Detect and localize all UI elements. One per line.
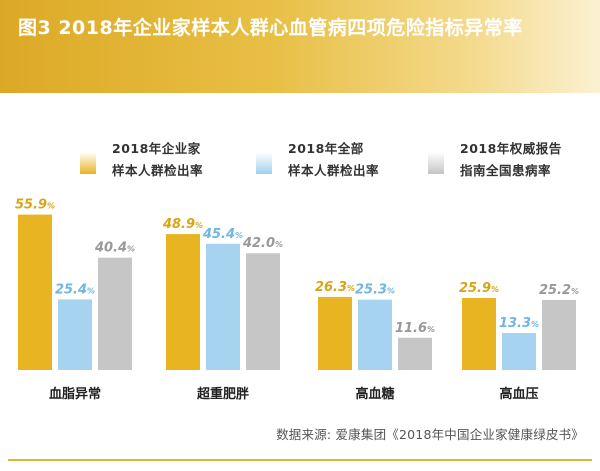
bar-entrepreneur-3 (318, 296, 352, 370)
data-label-national-3: 11.6% (395, 321, 435, 336)
category-label-3: 高血糖 (355, 386, 394, 402)
bottom-divider (8, 459, 592, 461)
category-label-4: 高血压 (499, 386, 538, 402)
legend-label-line2: 指南全国患病率 (460, 163, 552, 178)
bar-entrepreneur-2 (166, 234, 200, 370)
data-label-entrepreneur-2: 48.9% (162, 217, 203, 232)
bar-entrepreneur-1 (18, 214, 52, 370)
chart-title: 图3 2018年企业家样本人群心血管病四项危险指标异常率 (18, 17, 523, 39)
bar-national-1 (98, 257, 132, 370)
data-label-national-1: 40.4% (94, 241, 135, 256)
legend-swatch-entrepreneur (80, 152, 96, 174)
legend-label-line1: 2018年权威报告 (460, 141, 562, 156)
data-source-note: 数据来源: 爱康集团《2018年中国企业家健康绿皮书》 (276, 427, 584, 442)
data-label-entrepreneur-3: 26.3% (315, 280, 355, 295)
data-label-entrepreneur-4: 25.9% (459, 281, 499, 296)
legend-label-line1: 2018年全部 (288, 141, 364, 156)
data-label-all-sample-2: 45.4% (202, 227, 243, 242)
data-label-all-sample-3: 25.3% (355, 283, 395, 298)
legend-swatch-all-sample (256, 152, 272, 174)
data-label-all-sample-1: 25.4% (55, 282, 95, 297)
data-label-national-2: 42.0% (242, 236, 283, 251)
bar-national-4 (542, 299, 576, 370)
legend-label-line2: 样本人群检出率 (112, 163, 204, 178)
bar-all-sample-2 (206, 243, 240, 370)
legend-label-national: 2018年权威报告 指南全国患病率 (460, 138, 590, 182)
legend-label-line2: 样本人群检出率 (288, 163, 380, 178)
title-banner: 图3 2018年企业家样本人群心血管病四项危险指标异常率 (0, 0, 600, 93)
bar-all-sample-3 (358, 299, 392, 370)
data-label-national-4: 25.2% (539, 283, 579, 298)
bar-entrepreneur-4 (462, 297, 496, 370)
category-label-1: 血脂异常 (49, 386, 101, 402)
legend-label-line1: 2018年企业家 (112, 141, 201, 156)
bar-national-2 (246, 253, 280, 370)
bar-all-sample-4 (502, 333, 536, 370)
bar-national-3 (398, 337, 432, 370)
data-label-entrepreneur-1: 55.9% (15, 198, 55, 213)
legend-swatch-national (428, 152, 444, 174)
legend-label-all-sample: 2018年全部 样本人群检出率 (288, 138, 418, 182)
data-label-all-sample-4: 13.3% (499, 316, 539, 331)
bar-all-sample-1 (58, 299, 92, 370)
legend-label-entrepreneur: 2018年企业家 样本人群检出率 (112, 138, 242, 182)
category-label-2: 超重肥胖 (197, 386, 249, 402)
